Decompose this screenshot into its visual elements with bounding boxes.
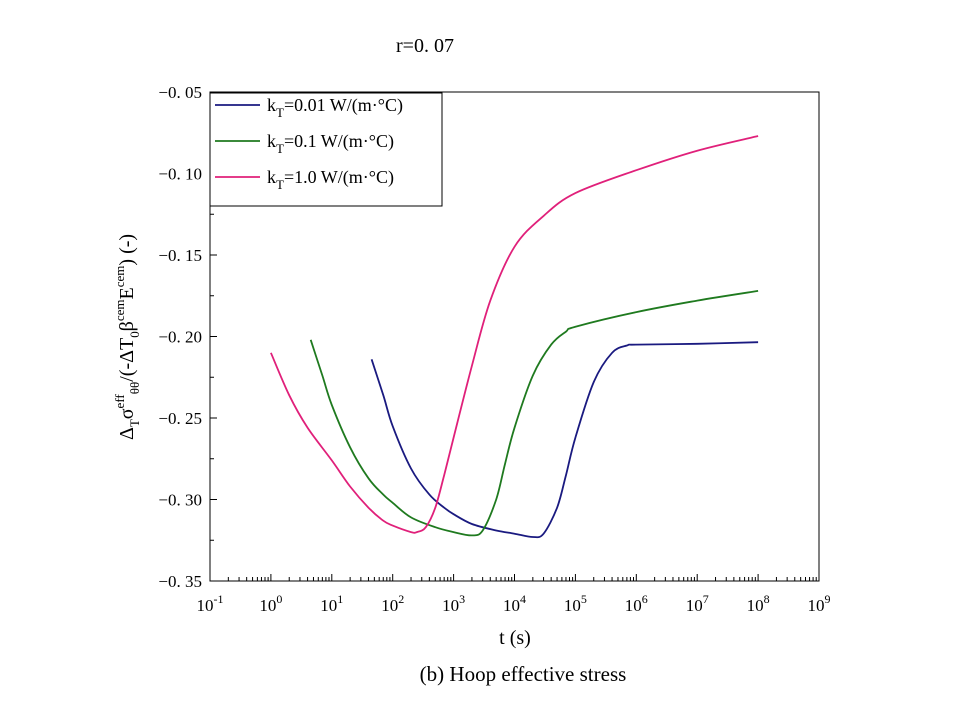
x-axis-label: t (s): [499, 627, 531, 649]
y-tick-label: −0. 15: [158, 246, 202, 265]
y-tick-label: −0. 35: [158, 572, 202, 591]
x-tick-label: 103: [442, 592, 465, 615]
legend: kT=0.01 W/(m·°C) kT=0.1 W/(m·°C) kT=1.0 W/…: [209, 92, 443, 207]
x-tick-label: 106: [625, 592, 648, 615]
y-tick-label: −0. 20: [158, 328, 202, 347]
x-tick-label: 107: [686, 592, 709, 615]
x-tick-label: 108: [747, 592, 770, 615]
y-tick-label: −0. 05: [158, 83, 202, 102]
x-tick-label: 100: [259, 592, 282, 615]
x-tick-label: 102: [381, 592, 404, 615]
x-tick-label: 101: [320, 592, 343, 615]
y-axis: −0. 35 −0. 30 −0. 25 −0. 20 −0. 15 −0. 10 −0. …: [158, 83, 217, 591]
y-tick-label: −0. 25: [158, 409, 202, 428]
legend-box: [209, 92, 443, 207]
x-tick-label: 10-1: [197, 592, 224, 615]
y-tick-label: −0. 30: [158, 491, 202, 510]
series-line-1: [370, 341, 759, 539]
x-tick-label: 104: [503, 592, 526, 615]
legend-label-3: kT=1.0 W/(m·°C): [267, 167, 394, 192]
chart-title: r=0. 07: [396, 35, 454, 57]
y-axis-label: ΔTσeffθθ/(-ΔT0βcemEcem) (-): [112, 234, 142, 440]
legend-label-2: kT=0.1 W/(m·°C): [267, 131, 394, 156]
x-axis: 10-1 100 101 102 103 104 105 106 107 108 109: [197, 574, 831, 615]
y-tick-label: −0. 10: [158, 165, 202, 184]
chart-caption: (b) Hoop effective stress: [420, 662, 627, 686]
x-tick-label: 105: [564, 592, 587, 615]
series-line-2: [309, 290, 759, 537]
series-layer: [270, 135, 759, 539]
x-tick-label: 109: [808, 592, 831, 615]
legend-label-1: kT=0.01 W/(m·°C): [267, 95, 403, 120]
series-line-3: [270, 135, 759, 534]
